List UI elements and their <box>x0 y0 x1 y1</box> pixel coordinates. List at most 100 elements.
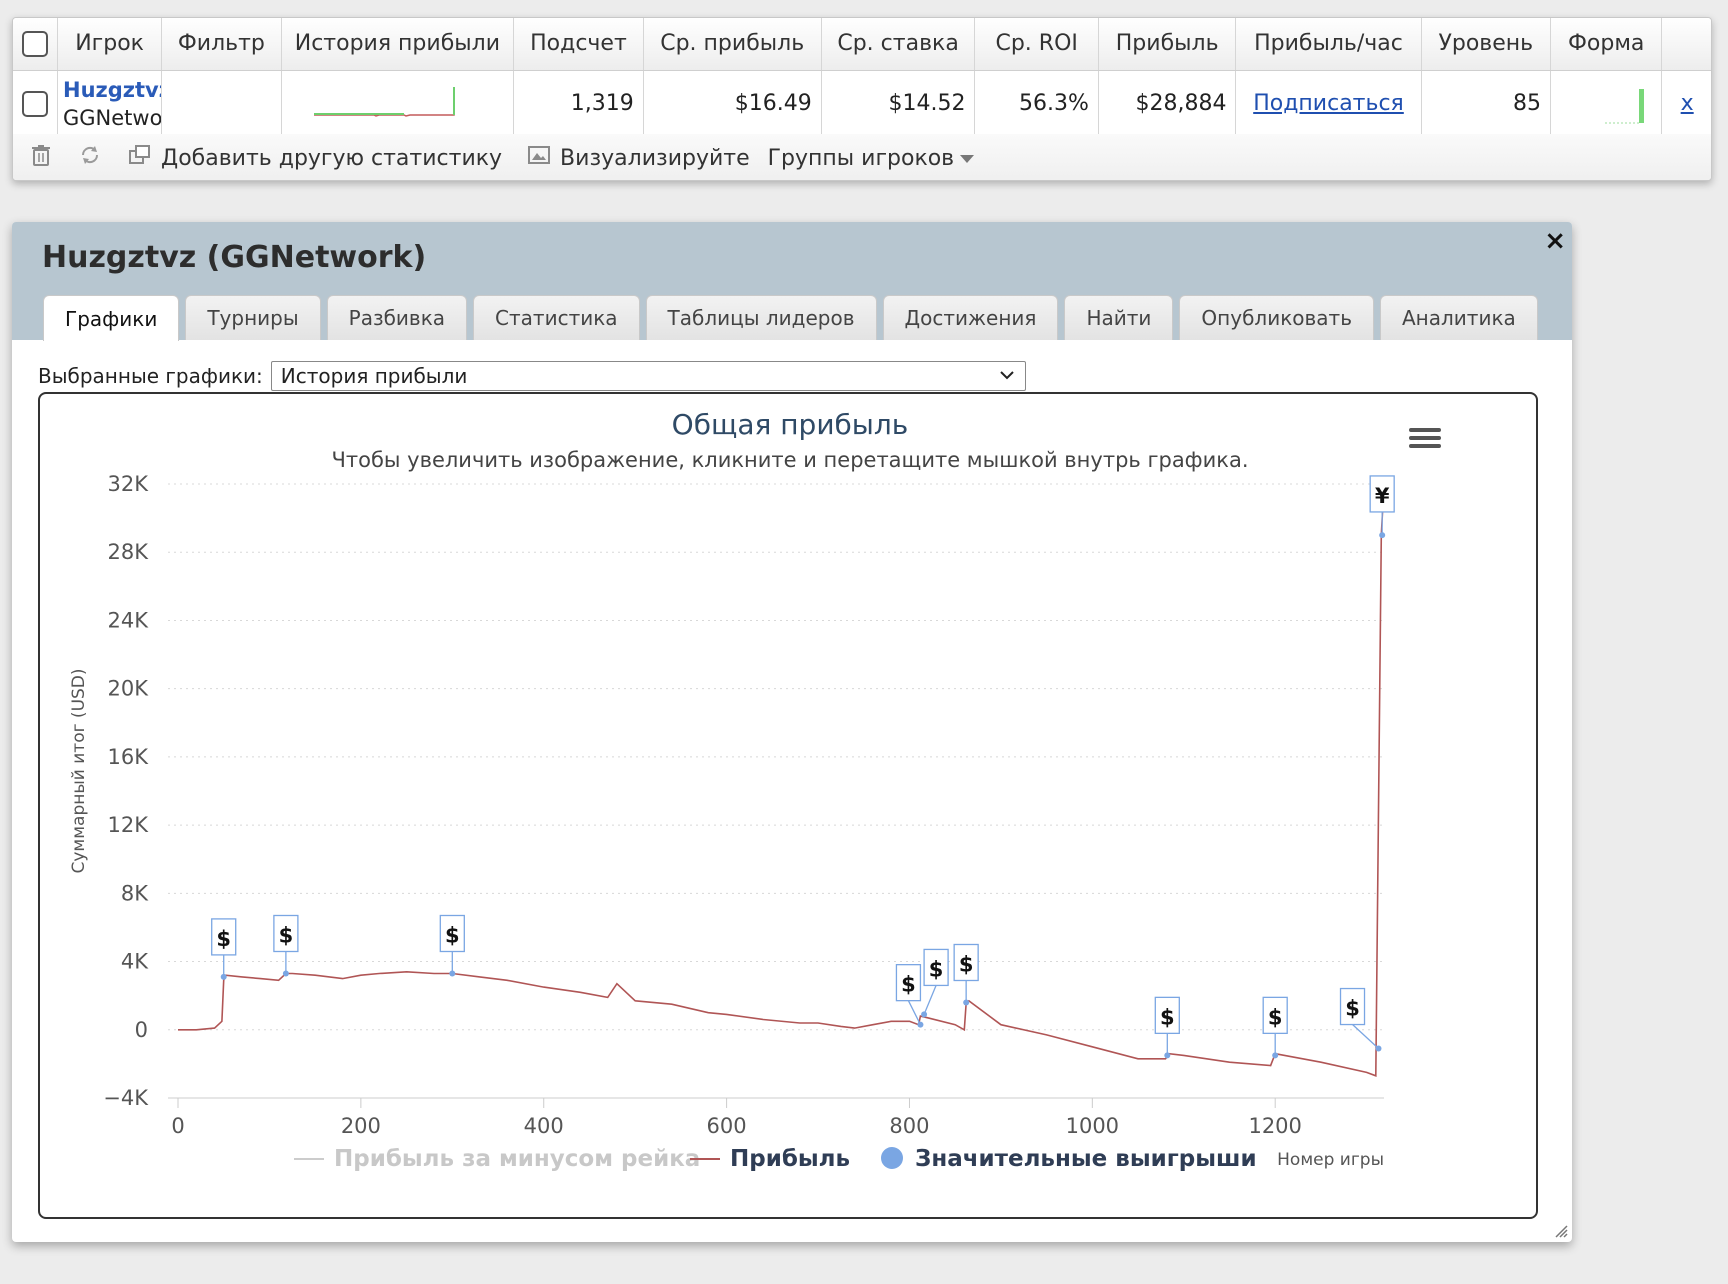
y-tick-label: 24K <box>108 608 150 632</box>
y-tick-label: 16K <box>108 745 150 769</box>
y-tick-label: −4K <box>103 1086 149 1110</box>
x-axis-title: Номер игры <box>1277 1150 1384 1170</box>
big-win-connector <box>1352 1024 1379 1050</box>
header-profit[interactable]: Прибыль <box>1098 18 1237 71</box>
x-tick-label: 0 <box>171 1114 184 1138</box>
big-win-flag-label: $ <box>279 923 294 947</box>
stats-panel: Игрок Фильтр История прибыли Подсчет Ср.… <box>12 17 1712 181</box>
big-win-connector <box>907 1000 922 1025</box>
player-name-link[interactable]: Huzgztvz <box>63 77 162 102</box>
player-window-header[interactable]: Huzgztvz (GGNetwork) × Графики Турниры Р… <box>12 222 1572 341</box>
level-cell: 85 <box>1421 70 1552 138</box>
big-win-flag <box>895 964 922 1002</box>
stats-header-row: Игрок Фильтр История прибыли Подсчет Ср.… <box>13 18 1711 71</box>
legend-item-big-wins[interactable]: Значительные выигрыши <box>915 1146 1257 1172</box>
big-win-flag <box>439 914 465 953</box>
form-sparkline <box>1550 70 1663 138</box>
big-win-flag-label: $ <box>216 927 231 951</box>
big-win-marker <box>1164 1052 1171 1059</box>
y-tick-label: 0 <box>135 1018 148 1042</box>
add-stats-icon[interactable] <box>129 145 151 171</box>
resize-grip-icon[interactable] <box>1552 1222 1568 1238</box>
header-form[interactable]: Форма <box>1550 18 1663 71</box>
y-tick-label: 8K <box>121 881 149 905</box>
chart-container[interactable]: Общая прибыль Чтобы увеличить изображение… <box>38 392 1538 1219</box>
row-checkbox[interactable] <box>22 90 48 117</box>
avg-profit-cell: $16.49 <box>643 70 822 138</box>
tab-breakdown[interactable]: Разбивка <box>326 295 468 340</box>
tab-find[interactable]: Найти <box>1064 295 1174 340</box>
image-icon[interactable] <box>528 145 551 171</box>
header-filter[interactable]: Фильтр <box>161 18 282 71</box>
big-win-marker <box>1375 1045 1382 1052</box>
chart-select-row: Выбранные графики: История прибыли <box>38 360 1026 392</box>
profit-history-sparkline <box>281 70 515 138</box>
header-profit-history[interactable]: История прибыли <box>281 18 515 71</box>
tab-bar: Графики Турниры Разбивка Статистика Табл… <box>43 295 1544 341</box>
big-win-flag <box>1154 996 1180 1035</box>
header-avg-stake[interactable]: Ср. ставка <box>821 18 976 71</box>
x-tick-label: 400 <box>524 1114 564 1138</box>
chart-select-label: Выбранные графики: <box>38 364 263 388</box>
big-win-flag <box>953 943 979 982</box>
series-line-profit <box>178 483 1385 1077</box>
row-select-cell[interactable] <box>13 70 58 138</box>
select-all-checkbox[interactable] <box>22 30 48 57</box>
y-tick-label: 20K <box>108 677 150 701</box>
subscribe-link[interactable]: Подписаться <box>1253 91 1404 116</box>
table-row: Huzgztvz GGNetwork 1,319 $16.49 $14.52 5… <box>13 70 1711 138</box>
header-player[interactable]: Игрок <box>57 18 163 71</box>
x-tick-label: 200 <box>341 1114 381 1138</box>
add-stats-button[interactable]: Добавить другую статистику <box>161 145 503 171</box>
header-count[interactable]: Подсчет <box>513 18 644 71</box>
player-window-title: Huzgztvz (GGNetwork) <box>42 240 427 275</box>
legend-item-net-profit[interactable]: Прибыль за минусом рейка <box>334 1146 700 1172</box>
y-tick-label: 32K <box>108 472 150 496</box>
profit-chart[interactable]: Общая прибыль Чтобы увеличить изображение… <box>40 394 1538 1219</box>
big-win-marker <box>449 970 456 977</box>
y-axis-title: Суммарный итог (USD) <box>69 668 89 873</box>
tab-tournaments[interactable]: Турниры <box>185 295 321 340</box>
header-level[interactable]: Уровень <box>1421 18 1552 71</box>
chevron-down-icon <box>960 154 975 163</box>
tab-graphs[interactable]: Графики <box>43 295 180 341</box>
big-win-flag <box>1369 475 1395 513</box>
remove-row-cell: x <box>1661 70 1711 138</box>
big-win-flag <box>273 914 299 953</box>
x-tick-label: 1000 <box>1066 1114 1119 1138</box>
legend-item-profit[interactable]: Прибыль <box>730 1146 850 1172</box>
big-win-flag-label: $ <box>929 957 944 981</box>
chart-subtitle: Чтобы увеличить изображение, кликните и … <box>331 448 1248 472</box>
tab-analytics[interactable]: Аналитика <box>1380 295 1538 340</box>
big-win-flag-label: $ <box>959 952 974 976</box>
menu-icon[interactable] <box>1409 428 1441 448</box>
big-win-marker <box>917 1021 924 1028</box>
tab-statistics[interactable]: Статистика <box>473 295 640 340</box>
header-avg-roi[interactable]: Ср. ROI <box>974 18 1099 71</box>
header-avg-profit[interactable]: Ср. прибыль <box>643 18 822 71</box>
player-cell: Huzgztvz GGNetwork <box>57 70 163 138</box>
x-tick-label: 600 <box>707 1114 747 1138</box>
remove-row-link[interactable]: x <box>1680 91 1694 116</box>
visualize-button[interactable]: Визуализируйте <box>560 145 750 171</box>
close-icon[interactable]: × <box>1544 226 1566 256</box>
player-groups-dropdown[interactable]: Группы игроков <box>768 146 975 171</box>
refresh-icon[interactable] <box>79 144 101 172</box>
chart-select[interactable]: История прибыли <box>270 361 1026 391</box>
trash-icon[interactable] <box>31 144 51 172</box>
header-profit-per-hour[interactable]: Прибыль/час <box>1235 18 1422 71</box>
tab-leaderboards[interactable]: Таблицы лидеров <box>645 295 877 340</box>
big-win-flag-label: $ <box>1160 1005 1175 1029</box>
tab-publish[interactable]: Опубликовать <box>1179 295 1374 340</box>
tab-achievements[interactable]: Достижения <box>882 295 1059 340</box>
select-all-header[interactable] <box>13 18 58 71</box>
chart-title: Общая прибыль <box>672 408 909 441</box>
stats-toolbar: Добавить другую статистику Визуализируйт… <box>13 134 1711 180</box>
chevron-down-icon <box>1000 371 1014 380</box>
big-win-flag <box>923 948 949 987</box>
player-network: GGNetwork <box>63 105 162 130</box>
big-win-marker <box>1272 1052 1279 1059</box>
big-win-marker <box>1379 532 1386 539</box>
big-win-flag-label: $ <box>1345 997 1360 1021</box>
big-win-marker <box>220 973 227 980</box>
